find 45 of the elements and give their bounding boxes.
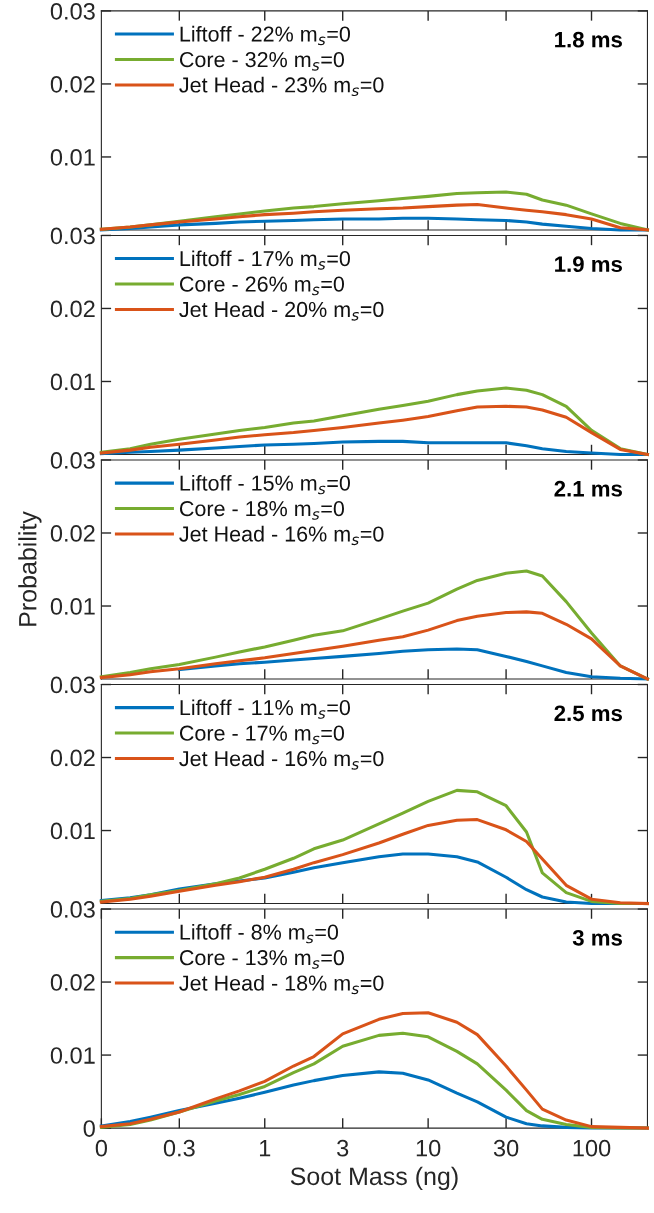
y-tick-label: 0.03 — [50, 2, 95, 20]
annotation: 2.1 ms — [554, 480, 622, 497]
legend-label: Liftoff - 8% m$_{s}$=0 — [180, 923, 339, 944]
legend-label: Liftoff - 15% m$_{s}$=0 — [180, 474, 350, 495]
annotation: 3 ms — [572, 929, 622, 946]
x-tick-label: 10 — [416, 1139, 441, 1157]
annotation: 2.5 ms — [554, 705, 622, 722]
legend-label: Liftoff - 22% m$_{s}$=0 — [180, 25, 350, 46]
y-tick-label: 0.01 — [50, 149, 95, 166]
legend-label: Core - 26% m$_{s}$=0 — [179, 276, 345, 296]
x-tick-label: 3 — [337, 1139, 349, 1157]
x-tick-label: 0.3 — [163, 1139, 195, 1157]
legend-label: Core - 13% m$_{s}$=0 — [179, 950, 345, 969]
x-tick-label: 1 — [259, 1140, 271, 1157]
y-tick-label: 0.02 — [50, 525, 95, 542]
legend-label: Liftoff - 11% m$_{s}$=0 — [180, 699, 350, 719]
x-tick-label: 0 — [95, 1139, 108, 1157]
legend-label: Core - 32% m$_{s}$=0 — [179, 51, 345, 71]
y-tick-label: 0 — [83, 1120, 95, 1137]
x-tick-label: 30 — [493, 1139, 519, 1157]
y-tick-label: 0.02 — [50, 974, 95, 991]
x-tick-label: 100 — [573, 1139, 611, 1157]
legend-label: Jet Head - 20% m$_{s}$=0 — [179, 301, 384, 321]
y-tick-label: 0.02 — [50, 749, 95, 767]
annotation: 1.8 ms — [555, 31, 622, 48]
x-axis-title: Soot Mass (ng) — [290, 1166, 458, 1191]
y-tick-label: 0.02 — [50, 300, 95, 318]
legend-label: Core - 18% m$_{s}$=0 — [179, 501, 345, 520]
y-tick-label: 0.03 — [50, 452, 95, 469]
y-tick-label: 0.01 — [50, 373, 95, 391]
y-tick-label: 0.01 — [50, 822, 95, 840]
y-tick-label: 0.03 — [50, 227, 95, 245]
legend-label: Core - 17% m$_{s}$=0 — [179, 725, 345, 745]
y-tick-label: 0.02 — [50, 76, 95, 93]
legend-label: Jet Head - 23% m$_{s}$=0 — [179, 76, 384, 97]
y-tick-label: 0.03 — [50, 901, 95, 918]
legend-label: Jet Head - 16% m$_{s}$=0 — [179, 750, 384, 770]
y-axis-title: Probability — [18, 511, 42, 626]
legend-label: Jet Head - 16% m$_{s}$=0 — [179, 525, 384, 546]
legend-label: Jet Head - 18% m$_{s}$=0 — [179, 974, 384, 995]
annotation: 1.9 ms — [555, 256, 622, 273]
y-tick-label: 0.01 — [50, 598, 95, 615]
y-tick-label: 0.01 — [50, 1047, 95, 1064]
y-tick-label: 0.03 — [50, 676, 95, 694]
legend-label: Liftoff - 17% m$_{s}$=0 — [180, 250, 350, 270]
